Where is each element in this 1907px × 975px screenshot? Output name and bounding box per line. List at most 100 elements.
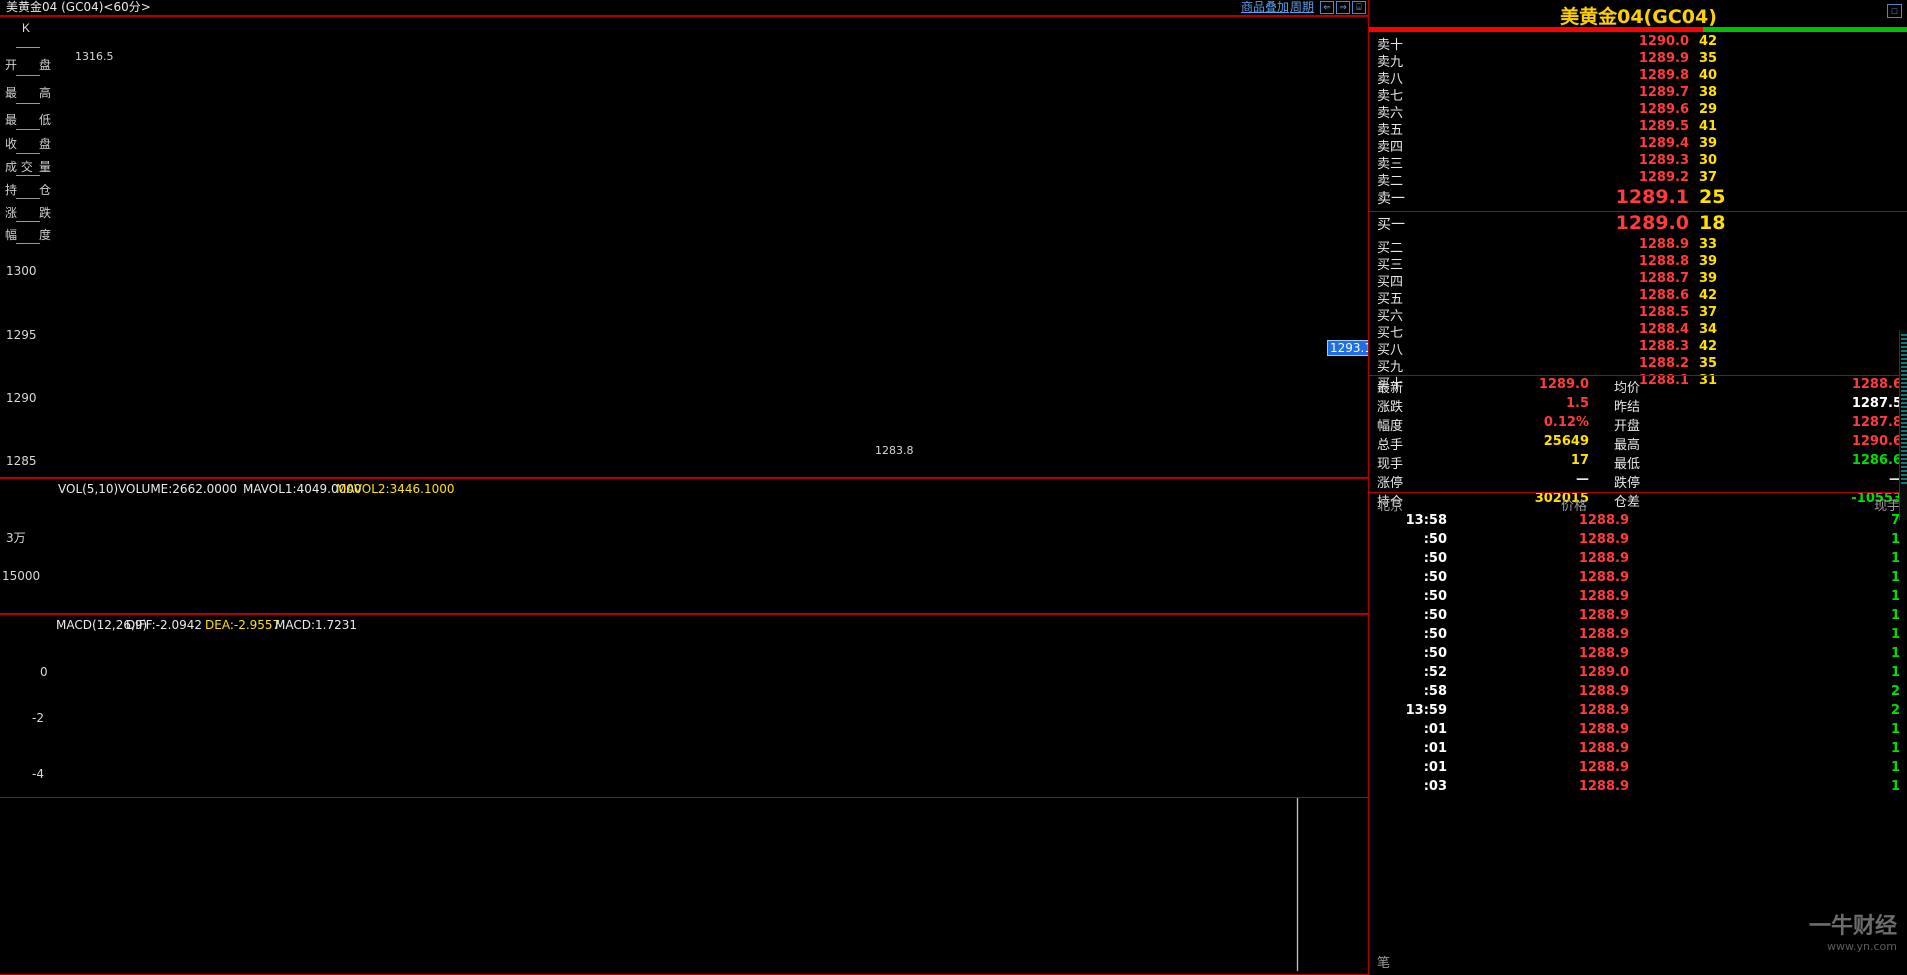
next-arrow-icon[interactable]: ⇒ <box>1336 1 1350 14</box>
tick-price: 1288.9 <box>1578 741 1629 756</box>
book-divider <box>1369 211 1907 212</box>
tick-row[interactable]: :50 1288.9 1 <box>1369 550 1907 569</box>
order-book-row[interactable]: 卖八 1289.8 40 <box>1369 67 1907 87</box>
tick-row[interactable]: :03 1288.9 1 <box>1369 778 1907 797</box>
stat-value-right: 1287.5 <box>1851 396 1902 411</box>
tick-price: 1288.9 <box>1578 589 1629 604</box>
order-book-row[interactable]: 卖三 1289.3 30 <box>1369 152 1907 172</box>
tick-row[interactable]: :01 1288.9 1 <box>1369 759 1907 778</box>
order-book-row[interactable]: 买六 1288.5 37 <box>1369 304 1907 324</box>
order-book-row[interactable]: 卖九 1289.9 35 <box>1369 50 1907 70</box>
price-ylabel-1295: 1295 <box>6 328 37 342</box>
tick-time: 13:59 <box>1405 703 1447 718</box>
legend-row-low: 最 低 <box>4 106 52 130</box>
order-label: 卖三 <box>1377 157 1404 172</box>
order-book-row[interactable]: 买七 1288.4 34 <box>1369 321 1907 341</box>
legend-close-left: 收 <box>5 137 18 151</box>
order-book-row[interactable]: 买八 1288.3 42 <box>1369 338 1907 358</box>
order-book-row[interactable]: 卖五 1289.5 41 <box>1369 118 1907 138</box>
order-book-row[interactable]: 买四 1288.7 39 <box>1369 270 1907 290</box>
order-book-row[interactable]: 买二 1288.9 33 <box>1369 236 1907 256</box>
chart-titlebar: 美黄金04 (GC04)<60分> 商品叠加 周期 ⇐ ⇒ ⌸ <box>0 0 1368 16</box>
stat-key-right: 昨结 <box>1614 399 1641 414</box>
order-price: 1288.6 <box>1638 288 1689 303</box>
order-volume: 42 <box>1699 339 1718 354</box>
order-book-row[interactable]: 买一 1289.0 18 <box>1369 212 1907 236</box>
chart-area[interactable]: K 开 盘 最 高 最 低 收 盘 <box>0 16 1375 975</box>
price-pane[interactable]: K 开 盘 最 高 最 低 收 盘 <box>0 16 1375 478</box>
order-book-row[interactable]: 买五 1288.6 42 <box>1369 287 1907 307</box>
order-book-row[interactable]: 买三 1288.8 39 <box>1369 253 1907 273</box>
tick-volume: 7 <box>1890 513 1900 528</box>
tick-row[interactable]: :01 1288.9 1 <box>1369 740 1907 759</box>
tick-row[interactable]: :50 1288.9 1 <box>1369 588 1907 607</box>
stat-value-right: 1286.6 <box>1851 453 1902 468</box>
tick-price: 1288.9 <box>1578 627 1629 642</box>
link-period[interactable]: 周期 <box>1290 0 1315 14</box>
quote-title: 美黄金04(GC04) <box>1560 6 1717 28</box>
tick-row[interactable]: 13:58 1288.9 7 <box>1369 512 1907 531</box>
prev-arrow-icon[interactable]: ⇐ <box>1320 1 1334 14</box>
tick-time: :50 <box>1423 646 1447 661</box>
order-book-row[interactable]: 卖六 1289.6 29 <box>1369 101 1907 121</box>
tick-row[interactable]: :50 1288.9 1 <box>1369 607 1907 626</box>
price-ylabel-1300: 1300 <box>6 264 37 278</box>
order-book-row[interactable]: 买十 1288.1 31 <box>1369 372 1907 392</box>
tick-price: 1288.9 <box>1578 760 1629 775</box>
stat-value-left: — <box>1576 472 1589 487</box>
tick-row[interactable]: :50 1288.9 1 <box>1369 531 1907 550</box>
tick-rows[interactable]: 13:58 1288.9 7:50 1288.9 1:50 1288.9 1:50 1288.… <box>1369 512 1907 797</box>
stat-row: 持仓 302015 仓差 -10553 <box>1369 490 1907 509</box>
order-book-row[interactable]: 卖四 1289.4 39 <box>1369 135 1907 155</box>
legend-open-right: 盘 <box>38 58 51 72</box>
chart-title: 美黄金04 (GC04)<60分> <box>6 0 151 14</box>
order-book-row[interactable]: 卖二 1289.2 37 <box>1369 169 1907 189</box>
order-price: 1289.8 <box>1638 68 1689 83</box>
order-price: 1290.0 <box>1638 34 1689 49</box>
tick-price: 1288.9 <box>1578 684 1629 699</box>
order-volume: 33 <box>1699 237 1718 252</box>
quote-scrollbar[interactable] <box>1899 330 1907 520</box>
legend-high-left: 最 <box>5 86 18 100</box>
watermark: 一牛财经 www.yn.com <box>1809 908 1897 953</box>
macd-indicator-label[interactable]: MACD(12,26,9) <box>56 618 148 632</box>
restore-window-icon[interactable]: □ <box>1887 4 1902 18</box>
volume-pane[interactable]: VOL(5,10) VOLUME:2662.0000 MAVOL1:4049.0… <box>0 478 1368 614</box>
split-view-icon[interactable]: ⌸ <box>1352 1 1366 14</box>
stat-row: 涨停 — 跌停 — <box>1369 471 1907 490</box>
legend-row-position: 持 仓 <box>4 176 52 200</box>
stat-value-right: 1287.8 <box>1851 415 1902 430</box>
order-price: 1288.4 <box>1638 322 1689 337</box>
tick-row[interactable]: :52 1289.0 1 <box>1369 664 1907 683</box>
macd-pane[interactable]: MACD(12,26,9) DIFF:-2.0942 DEA:-2.9557 M… <box>0 614 1368 798</box>
legend-pct-left: 幅 <box>5 228 18 242</box>
tick-row[interactable]: :50 1288.9 1 <box>1369 569 1907 588</box>
order-price: 1289.0 <box>1615 212 1689 234</box>
tick-volume: 1 <box>1890 627 1900 642</box>
buy-sell-ratio-bar <box>1369 27 1907 32</box>
tick-price: 1288.9 <box>1578 608 1629 623</box>
tick-row[interactable]: :50 1288.9 1 <box>1369 645 1907 664</box>
tick-row[interactable]: :50 1288.9 1 <box>1369 626 1907 645</box>
tick-row[interactable]: :58 1288.9 2 <box>1369 683 1907 702</box>
order-book: 卖十 1290.0 42 卖九 1289.9 35 卖八 1289.8 40 卖七 1289.7 38… <box>1369 33 1907 392</box>
order-book-row[interactable]: 卖七 1289.7 38 <box>1369 84 1907 104</box>
order-price: 1289.3 <box>1638 153 1689 168</box>
legend-row-open: 开 盘 <box>4 51 52 75</box>
stat-row: 最新 1289.0 均价 1288.6 <box>1369 376 1907 395</box>
tick-row[interactable]: :01 1288.9 1 <box>1369 721 1907 740</box>
order-volume: 42 <box>1699 288 1718 303</box>
vol-indicator-label[interactable]: VOL(5,10) <box>58 482 119 496</box>
order-book-row[interactable]: 卖一 1289.1 25 <box>1369 186 1907 210</box>
order-book-row[interactable]: 买九 1288.2 35 <box>1369 355 1907 375</box>
order-volume: 25 <box>1699 186 1726 208</box>
order-book-row[interactable]: 卖十 1290.0 42 <box>1369 33 1907 53</box>
legend-row-change: 涨 跌 <box>4 199 52 223</box>
tick-row[interactable]: 13:59 1288.9 2 <box>1369 702 1907 721</box>
legend-change-left: 涨 <box>5 206 18 220</box>
low-price-tag: 1283.8 <box>875 444 914 457</box>
link-commodity-overlay[interactable]: 商品叠加 <box>1241 0 1290 14</box>
vol-ylabel-15000: 15000 <box>2 569 41 583</box>
order-label: 卖七 <box>1377 89 1404 104</box>
